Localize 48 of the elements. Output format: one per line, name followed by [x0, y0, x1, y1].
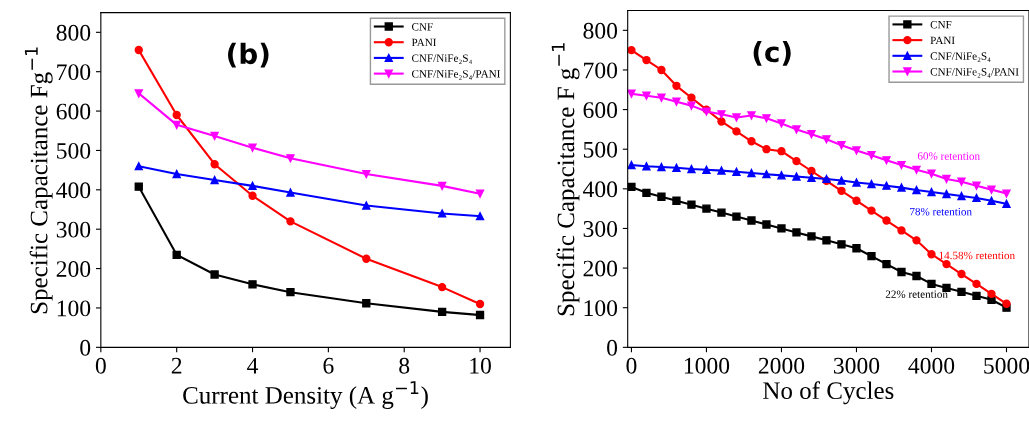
legend-label: CNF: [411, 23, 433, 31]
annotation: 60% retention: [917, 152, 980, 160]
y-tick-label: 200: [56, 261, 91, 277]
x-tick-label: 10: [470, 357, 491, 374]
legend-label: CNF/NiFe₂S₄: [930, 52, 991, 62]
x-axis-title: No of Cycles: [763, 381, 894, 405]
x-tick-label: 3000: [833, 357, 880, 374]
y-tick-label: 600: [583, 102, 618, 119]
x-tick-label: 8: [399, 357, 410, 374]
legend-label: CNF/NiFe₂S₄/PANI: [411, 70, 500, 80]
y-tick-label: 700: [584, 62, 618, 79]
y-tick-label: 0: [607, 339, 618, 356]
x-tick-label: 1000: [684, 357, 730, 374]
y-tick-label: 800: [56, 24, 91, 41]
y-tick-label: 700: [57, 64, 91, 81]
y-tick-label: 300: [56, 221, 91, 238]
x-tick-label: 4: [247, 357, 259, 374]
legend-label: CNF: [930, 20, 952, 29]
y-tick-label: 100: [584, 300, 618, 317]
legend-label: PANI: [930, 36, 955, 44]
x-tick-label: 2000: [758, 357, 805, 374]
x-axis-title: Current Density (A g$^{−1}$): [183, 381, 428, 409]
text: (b): [228, 42, 269, 68]
legend-label: PANI: [411, 38, 437, 47]
x-tick-label: 5000: [984, 357, 1029, 374]
y-tick-label: 500: [57, 142, 91, 159]
x-tick-label: 6: [323, 357, 334, 374]
x-tick-label: 0: [626, 357, 637, 374]
x-tick-label: 4000: [908, 357, 955, 374]
annotation: 14.58% retention: [939, 251, 1015, 260]
y-tick-label: 400: [583, 181, 618, 198]
y-axis-title: Specific Capacitance F g$^{−1}$: [551, 43, 580, 316]
y-tick-label: 0: [80, 339, 91, 356]
y-tick-label: 800: [583, 22, 618, 39]
annotation: 78% retention: [910, 207, 972, 216]
y-tick-label: 300: [583, 220, 618, 237]
y-tick-label: 400: [56, 182, 91, 199]
y-tick-label: 200: [583, 260, 618, 277]
x-tick-label: 2: [171, 357, 182, 374]
annotation: 22% retention: [885, 290, 948, 298]
y-tick-label: 100: [57, 300, 91, 317]
y-tick-label: 500: [583, 141, 618, 158]
y-tick-label: 600: [56, 103, 91, 120]
legend-label: CNF/NiFe₂S₄/PANI: [930, 68, 1019, 78]
x-tick-label: 0: [95, 357, 106, 374]
legend-label: CNF/NiFe₂S₄: [411, 54, 472, 65]
y-axis-title: Specific Capacitance Fg$^{−1}$: [24, 47, 53, 314]
text: (c): [753, 40, 791, 66]
